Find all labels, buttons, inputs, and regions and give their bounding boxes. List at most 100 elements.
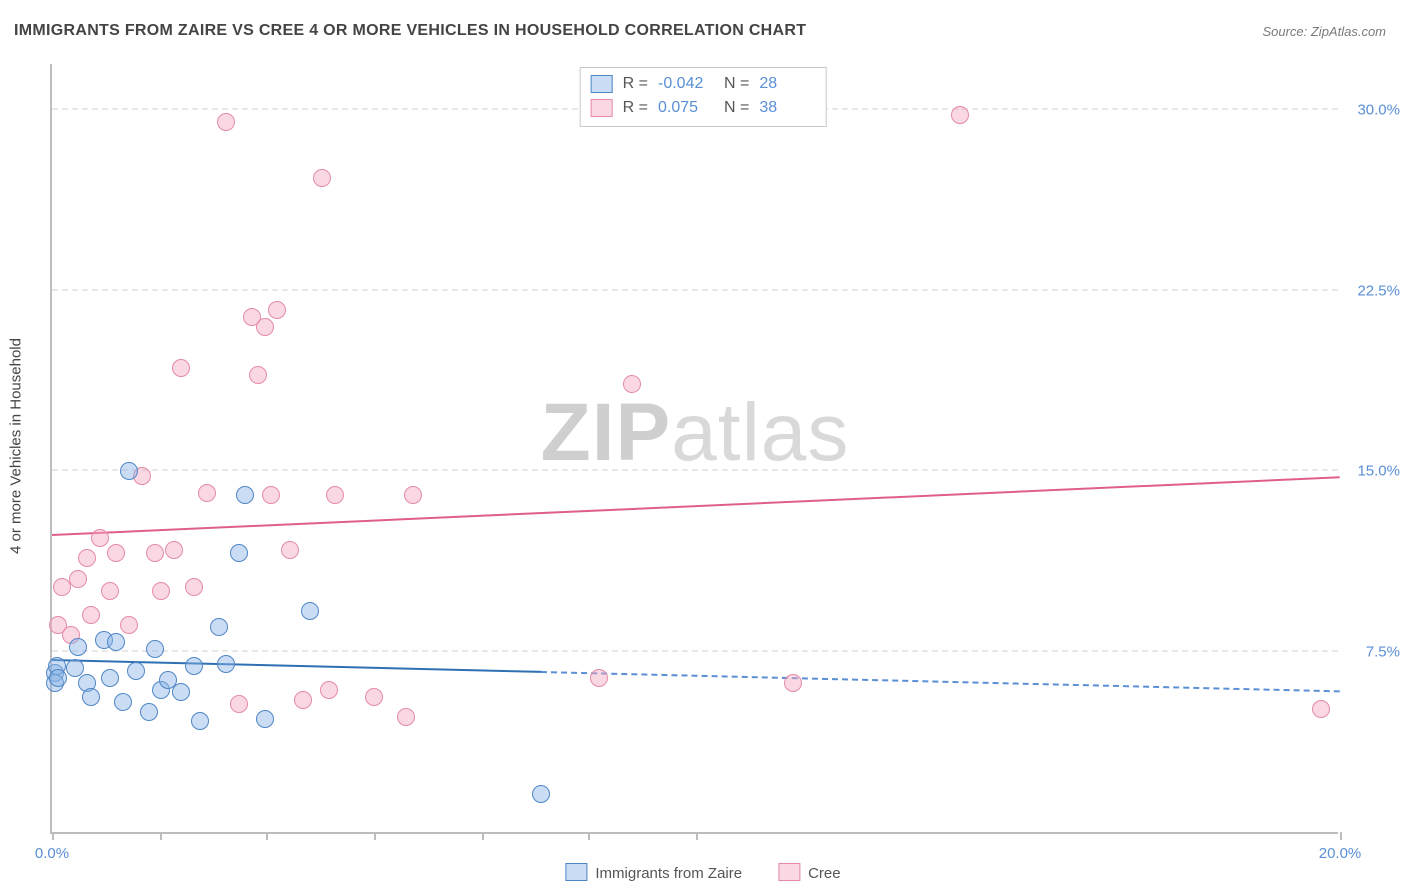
y-tick-label: 15.0%	[1345, 463, 1400, 480]
data-point-blue	[66, 659, 84, 677]
data-point-pink	[320, 681, 338, 699]
data-point-blue	[127, 662, 145, 680]
corr-r-label: R =	[623, 96, 648, 120]
data-point-pink	[590, 669, 608, 687]
data-point-pink	[1312, 700, 1330, 718]
corr-n-blue: 28	[759, 72, 815, 96]
bottom-legend: Immigrants from Zaire Cree	[565, 863, 840, 882]
data-point-pink	[91, 529, 109, 547]
y-axis-label: 4 or more Vehicles in Household	[8, 338, 25, 554]
source-attribution: Source: ZipAtlas.com	[1262, 24, 1386, 39]
corr-n-pink: 38	[759, 96, 815, 120]
watermark-rest: atlas	[671, 387, 849, 478]
corr-n-label: N =	[724, 96, 749, 120]
data-point-blue	[146, 640, 164, 658]
x-tick	[52, 832, 54, 840]
data-point-blue	[217, 655, 235, 673]
data-point-pink	[185, 578, 203, 596]
data-point-blue	[230, 544, 248, 562]
corr-swatch-blue	[591, 75, 613, 93]
legend-label-blue: Immigrants from Zaire	[595, 865, 742, 882]
corr-row-pink: R = 0.075 N = 38	[591, 96, 816, 120]
y-tick-label: 30.0%	[1345, 102, 1400, 119]
data-point-pink	[101, 582, 119, 600]
data-point-pink	[82, 606, 100, 624]
data-point-blue	[82, 688, 100, 706]
data-point-pink	[365, 688, 383, 706]
data-point-pink	[107, 544, 125, 562]
data-point-blue	[101, 669, 119, 687]
x-tick-label: 0.0%	[35, 845, 69, 862]
data-point-blue	[172, 683, 190, 701]
legend-item-blue: Immigrants from Zaire	[565, 863, 742, 882]
corr-r-pink: 0.075	[658, 96, 714, 120]
x-tick	[160, 832, 162, 840]
data-point-pink	[951, 106, 969, 124]
plot-area: ZIPatlas 7.5%15.0%22.5%30.0%0.0%20.0%	[50, 64, 1338, 834]
y-tick-label: 22.5%	[1345, 282, 1400, 299]
trendline-blue-solid	[52, 659, 541, 673]
data-point-pink	[78, 549, 96, 567]
data-point-blue	[191, 712, 209, 730]
chart-title: IMMIGRANTS FROM ZAIRE VS CREE 4 OR MORE …	[14, 22, 806, 40]
data-point-pink	[268, 301, 286, 319]
x-tick	[1340, 832, 1342, 840]
data-point-pink	[262, 486, 280, 504]
data-point-pink	[172, 359, 190, 377]
data-point-pink	[69, 570, 87, 588]
data-point-pink	[294, 691, 312, 709]
x-tick	[266, 832, 268, 840]
gridline	[52, 650, 1338, 652]
corr-r-label: R =	[623, 72, 648, 96]
corr-n-label: N =	[724, 72, 749, 96]
data-point-pink	[784, 674, 802, 692]
data-point-pink	[281, 541, 299, 559]
data-point-blue	[185, 657, 203, 675]
trendline-blue-dashed	[541, 671, 1340, 692]
corr-swatch-pink	[591, 99, 613, 117]
x-tick-label: 20.0%	[1319, 845, 1362, 862]
x-tick	[696, 832, 698, 840]
data-point-blue	[210, 618, 228, 636]
watermark-bold: ZIP	[541, 387, 672, 478]
legend-swatch-blue	[565, 863, 587, 881]
x-tick	[588, 832, 590, 840]
data-point-blue	[236, 486, 254, 504]
chart-container: IMMIGRANTS FROM ZAIRE VS CREE 4 OR MORE …	[0, 0, 1406, 892]
data-point-blue	[120, 462, 138, 480]
data-point-pink	[217, 113, 235, 131]
data-point-pink	[623, 375, 641, 393]
y-tick-label: 7.5%	[1345, 643, 1400, 660]
x-tick	[374, 832, 376, 840]
watermark: ZIPatlas	[541, 386, 850, 480]
data-point-pink	[313, 169, 331, 187]
data-point-blue	[114, 693, 132, 711]
data-point-blue	[69, 638, 87, 656]
data-point-pink	[256, 318, 274, 336]
corr-r-blue: -0.042	[658, 72, 714, 96]
data-point-pink	[326, 486, 344, 504]
gridline	[52, 289, 1338, 291]
data-point-blue	[532, 785, 550, 803]
data-point-pink	[198, 484, 216, 502]
corr-row-blue: R = -0.042 N = 28	[591, 72, 816, 96]
legend-item-pink: Cree	[778, 863, 841, 882]
data-point-blue	[256, 710, 274, 728]
gridline	[52, 469, 1338, 471]
data-point-pink	[120, 616, 138, 634]
data-point-blue	[49, 669, 67, 687]
legend-label-pink: Cree	[808, 865, 841, 882]
data-point-pink	[249, 366, 267, 384]
x-tick	[482, 832, 484, 840]
legend-swatch-pink	[778, 863, 800, 881]
data-point-pink	[165, 541, 183, 559]
data-point-blue	[140, 703, 158, 721]
data-point-pink	[404, 486, 422, 504]
correlation-box: R = -0.042 N = 28 R = 0.075 N = 38	[580, 67, 827, 127]
data-point-blue	[107, 633, 125, 651]
data-point-blue	[301, 602, 319, 620]
data-point-pink	[146, 544, 164, 562]
data-point-pink	[152, 582, 170, 600]
data-point-pink	[397, 708, 415, 726]
data-point-pink	[230, 695, 248, 713]
